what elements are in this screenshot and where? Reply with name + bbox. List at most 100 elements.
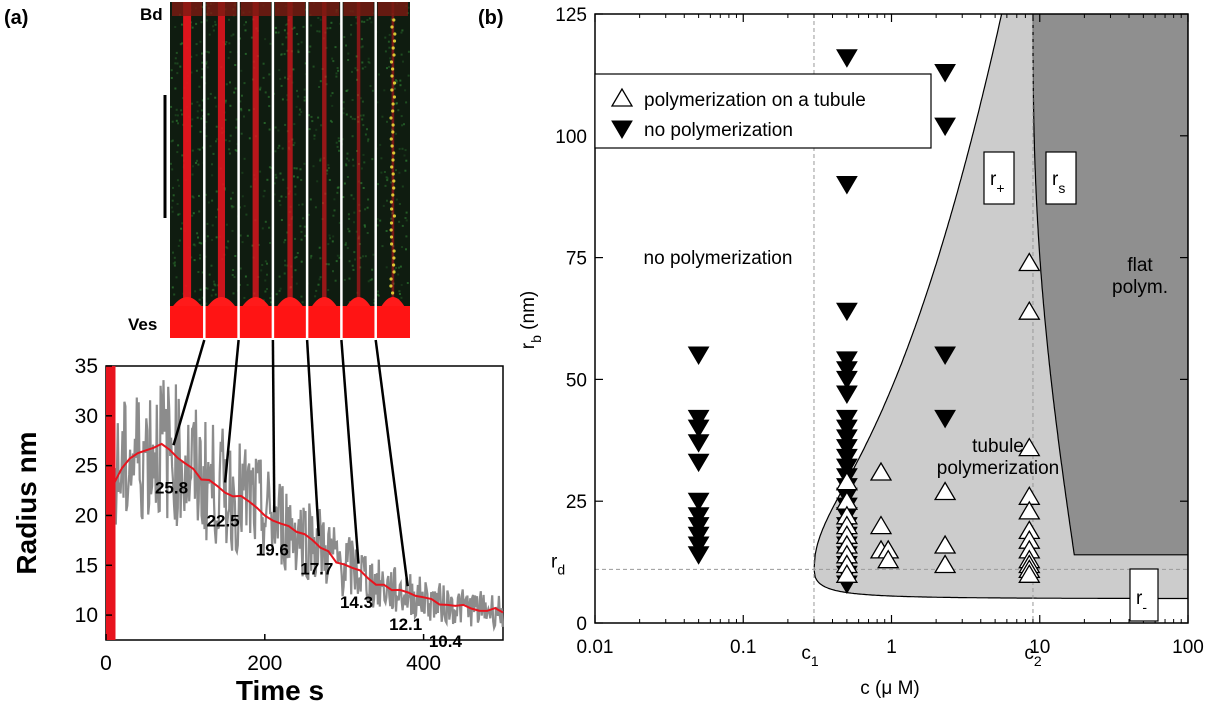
noise-dot (176, 72, 179, 75)
yellow-dot (392, 249, 396, 253)
noise-dot (344, 243, 347, 246)
noise-dot (376, 290, 379, 293)
y-tick-label: 15 (75, 554, 98, 577)
noise-dot (175, 119, 178, 122)
noise-dot (259, 86, 262, 89)
noise-dot (300, 230, 303, 233)
noise-dot (297, 95, 300, 98)
noise-dot (261, 264, 264, 266)
noise-dot (361, 67, 364, 70)
noise-dot (346, 89, 349, 92)
no-polymerization-point (836, 302, 858, 322)
noise-dot (248, 137, 251, 140)
noise-dot (342, 112, 345, 115)
c2-main: c (1024, 643, 1034, 664)
b-y-axis-main: r (518, 342, 539, 349)
noise-dot (293, 123, 296, 126)
noise-dot (293, 141, 296, 144)
noise-dot (241, 94, 243, 97)
noise-dot (315, 128, 318, 131)
noise-dot (343, 278, 346, 281)
noise-dot (170, 69, 173, 72)
b-x-tick-label: 1 (886, 637, 897, 658)
noise-dot (208, 33, 211, 36)
tubule-neck (346, 297, 371, 306)
no-polymerization-point (934, 346, 956, 365)
noise-dot (347, 213, 350, 216)
radius-time-chart: 0 200 400 10 15 20 25 30 35 25.8 22.5 19.6 17.7 14.3… (11, 339, 504, 706)
noise-dot (213, 283, 216, 286)
noise-dot (264, 91, 267, 94)
noise-dot (368, 17, 371, 20)
noise-dot (361, 61, 364, 64)
noise-dot (270, 301, 273, 304)
noise-dot (285, 36, 288, 39)
callout-line (374, 339, 409, 587)
noise-dot (401, 224, 404, 227)
noise-dot (215, 140, 217, 143)
noise-dot (180, 109, 183, 112)
noise-dot (329, 94, 332, 97)
phase-diagram: 0.01 0.1 1 10 100 0 25 50 75 100 125 no polymeriza… (518, 5, 1204, 699)
r-plus-label: r+ (983, 151, 1015, 205)
noise-dot (274, 173, 277, 176)
noise-dot (238, 37, 241, 40)
noise-dot (337, 69, 340, 72)
noise-dot (327, 167, 330, 169)
yellow-dot (392, 214, 396, 218)
noise-dot (329, 237, 331, 240)
polymerization-point (1018, 437, 1041, 457)
noise-dot (284, 23, 287, 26)
noise-dot (284, 259, 286, 262)
polymerization-point (1018, 500, 1041, 520)
noise-dot (266, 262, 268, 265)
noise-dot (229, 104, 232, 107)
noise-dot (313, 137, 316, 140)
noise-dot (268, 226, 271, 229)
noise-dot (349, 115, 352, 118)
noise-dot (294, 193, 297, 196)
noise-dot (297, 49, 300, 52)
b-x-tick-label: 10 (1029, 637, 1050, 658)
noise-dot (392, 245, 395, 247)
noise-dot (329, 27, 332, 30)
noise-dot (352, 164, 355, 167)
noise-dot (259, 170, 262, 173)
noise-dot (228, 152, 231, 155)
noise-dot (314, 295, 317, 298)
noise-dot (403, 154, 406, 157)
b-x-axis-title: c (μ M) (860, 678, 920, 699)
noise-dot (401, 147, 404, 150)
noise-dot (268, 166, 271, 169)
no-polymerization-point (687, 346, 710, 365)
noise-dot (326, 27, 329, 30)
noise-dot (279, 77, 282, 80)
no-polymerization-point (687, 517, 710, 536)
noise-dot (205, 19, 208, 22)
noise-dot (264, 290, 267, 293)
noise-dot (277, 31, 280, 34)
noise-dot (315, 289, 318, 292)
noise-dot (266, 288, 268, 290)
noise-dot (283, 29, 286, 32)
noise-dot (395, 102, 398, 105)
noise-dot (264, 260, 267, 263)
noise-dot (319, 159, 322, 162)
noise-dot (199, 40, 202, 43)
noise-dot (212, 152, 215, 155)
noise-dot (225, 83, 228, 86)
noise-dot (348, 230, 351, 233)
noise-dot (243, 23, 246, 26)
radius-annotation: 17.7 (300, 559, 333, 578)
noise-dot (174, 26, 177, 28)
tubule-region-label-line2: polymerization (937, 458, 1060, 479)
yellow-dot (390, 207, 394, 211)
noise-trace (112, 380, 504, 632)
noise-dot (227, 240, 230, 243)
no-polymerization-point (687, 453, 710, 473)
noise-dot (174, 62, 177, 65)
no-polymerization-point (836, 429, 858, 448)
noise-dot (386, 199, 388, 202)
noise-dot (211, 163, 213, 166)
panel-a-label: (a) (4, 7, 28, 29)
